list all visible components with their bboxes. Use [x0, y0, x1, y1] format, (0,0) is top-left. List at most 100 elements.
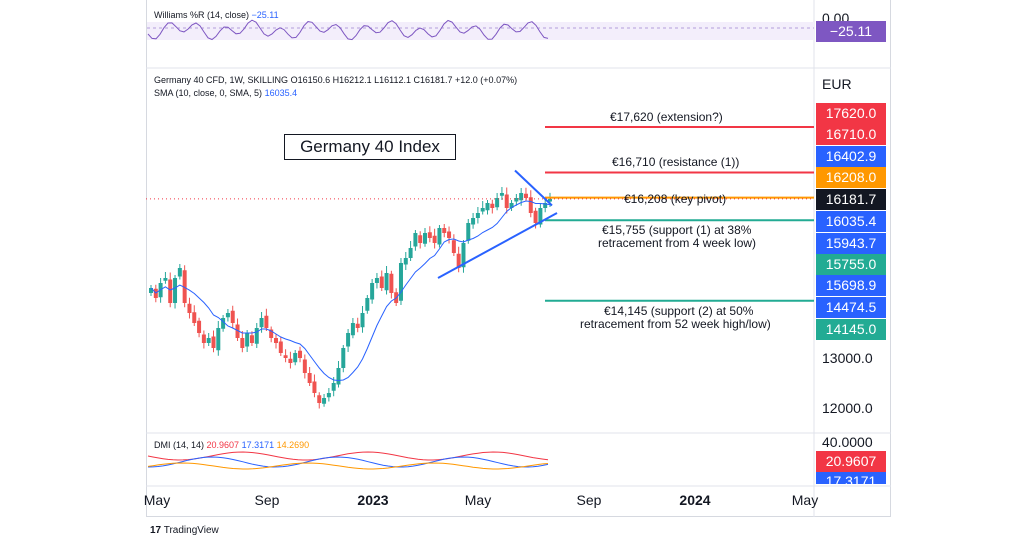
candle-body — [173, 278, 178, 303]
candle-body — [543, 203, 548, 208]
candle-body — [374, 278, 379, 283]
x-label: Sep — [254, 492, 280, 508]
sma-value: 16035.4 — [264, 88, 298, 98]
candle-body — [471, 218, 476, 225]
x-label: 2023 — [357, 492, 389, 508]
price-chip: 15698.9 — [816, 275, 886, 296]
candle-body — [341, 348, 346, 368]
candle-body — [163, 278, 168, 281]
candle-body — [249, 335, 254, 343]
candle-body — [365, 298, 370, 311]
candle-body — [538, 208, 543, 225]
candle-body — [221, 318, 226, 329]
williams-value: −25.11 — [251, 10, 279, 20]
candle-body — [360, 313, 365, 328]
candle-body — [514, 198, 519, 202]
tradingview-logo[interactable]: 17 TradingView — [150, 525, 219, 536]
candle-body — [346, 333, 351, 347]
candle-body — [408, 248, 413, 258]
sma-label: SMA (10, close, 0, SMA, 5) — [154, 88, 263, 98]
annotation-support1-line1: €15,755 (support (1) at 38% — [602, 223, 752, 237]
candle-body — [466, 223, 471, 241]
axis-label-12000: 12000.0 — [822, 400, 873, 416]
candle-body — [403, 258, 408, 265]
chart-title: Germany 40 Index — [284, 134, 456, 160]
candle-body — [336, 368, 341, 385]
candle-body — [211, 336, 216, 348]
candle-body — [225, 313, 230, 318]
x-label: 2024 — [679, 492, 711, 508]
price-chip: 14474.5 — [816, 297, 886, 318]
candle-body — [370, 283, 375, 300]
candle-body — [427, 232, 432, 238]
candle-body — [235, 324, 240, 338]
annotation-pivot: €16,208 (key pivot) — [624, 192, 727, 206]
candle-body — [499, 193, 504, 196]
candle-body — [480, 208, 485, 212]
candle-body — [418, 235, 423, 243]
candle-body — [254, 328, 259, 344]
candle-body — [259, 318, 264, 328]
x-label: May — [464, 492, 492, 508]
candle-body — [201, 334, 206, 343]
candle-body — [495, 198, 500, 208]
price-chip: 16710.0 — [816, 124, 886, 145]
candle-body — [307, 373, 312, 383]
candle-body — [413, 233, 418, 247]
price-chip: 16035.4 — [816, 211, 886, 232]
symbol-line: Germany 40 CFD, 1W, SKILLING — [154, 75, 289, 85]
candle-body — [490, 203, 495, 208]
candle-body — [523, 193, 528, 198]
williams-value-chip: −25.11 — [816, 21, 886, 42]
dmi-value-adx: 14.2690 — [276, 440, 310, 450]
candle-body — [326, 393, 331, 398]
candle-body — [456, 253, 461, 268]
dmi-value-plus: 20.9607 — [206, 440, 240, 450]
annotation-support2-line1: €14,145 (support (2) at 50% — [604, 304, 754, 318]
candle-body — [302, 359, 307, 373]
price-chip: 16402.9 — [816, 146, 886, 167]
williams-label: Williams %R (14, close) — [154, 10, 250, 20]
candle-body — [288, 358, 293, 363]
tradingview-icon: 17 — [150, 525, 162, 536]
price-chip: 16208.0 — [816, 167, 886, 188]
candle-body — [245, 333, 250, 347]
x-label: May — [791, 492, 819, 508]
candle-body — [273, 338, 278, 343]
candle-body — [384, 273, 389, 291]
candle-body — [182, 270, 187, 303]
dmi-chip-plus: 20.9607 — [816, 451, 886, 472]
candle-body — [461, 243, 466, 268]
candle-body — [451, 240, 456, 253]
candle-body — [312, 381, 317, 393]
candle-body — [548, 198, 552, 202]
price-chip: 17620.0 — [816, 103, 886, 124]
candle-body — [197, 320, 202, 333]
x-label: Sep — [576, 492, 602, 508]
candle-body — [206, 338, 211, 343]
williams-band — [147, 22, 814, 40]
candle-body — [293, 353, 298, 363]
candle-body — [216, 328, 221, 351]
candle-body — [528, 197, 533, 213]
candle-body — [187, 303, 192, 313]
dmi-plus-line — [147, 451, 549, 461]
candle-body — [355, 323, 360, 328]
candle-body — [168, 279, 173, 303]
candle-body — [423, 233, 428, 244]
sma-line — [150, 200, 551, 382]
annotation-resistance: €16,710 (resistance (1)) — [612, 155, 740, 169]
candle-body — [264, 315, 269, 328]
price-chip-last: 16181.7 — [816, 189, 886, 210]
axis-label-13000: 13000.0 — [822, 350, 873, 366]
sma-legend: SMA (10, close, 0, SMA, 5) 16035.4 — [154, 88, 297, 98]
williams-legend: Williams %R (14, close) −25.11 — [154, 10, 279, 20]
candle-body — [519, 193, 524, 201]
candle-body — [278, 341, 283, 353]
candle-body — [322, 398, 327, 404]
brand-text: TradingView — [163, 525, 219, 536]
currency-label[interactable]: EUR — [822, 76, 852, 92]
uptrend-line — [437, 212, 558, 279]
candle-body — [389, 273, 394, 293]
